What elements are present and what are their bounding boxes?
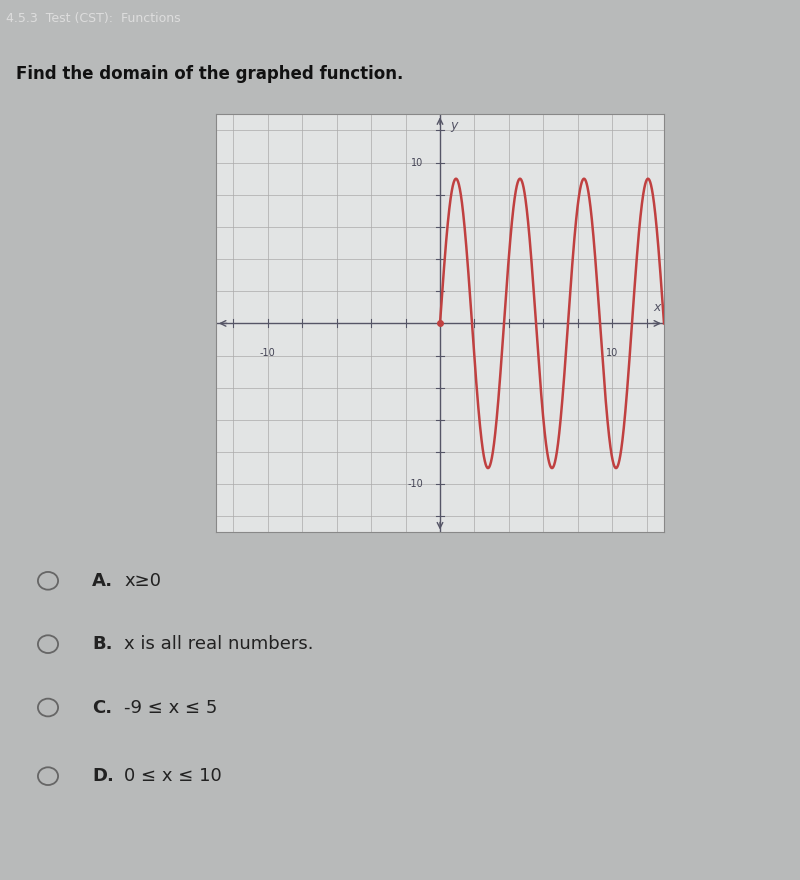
Text: -10: -10 <box>260 348 275 357</box>
Text: 10: 10 <box>410 158 422 167</box>
Text: y: y <box>450 119 458 132</box>
Text: D.: D. <box>92 767 114 785</box>
Text: -9 ≤ x ≤ 5: -9 ≤ x ≤ 5 <box>124 699 218 716</box>
Text: x: x <box>653 301 661 314</box>
Text: x is all real numbers.: x is all real numbers. <box>124 635 314 653</box>
Text: 0 ≤ x ≤ 10: 0 ≤ x ≤ 10 <box>124 767 222 785</box>
Text: -10: -10 <box>407 480 422 489</box>
Text: B.: B. <box>92 635 113 653</box>
Text: C.: C. <box>92 699 112 716</box>
Text: Find the domain of the graphed function.: Find the domain of the graphed function. <box>16 65 403 84</box>
Text: x≥0: x≥0 <box>124 572 161 590</box>
Text: 10: 10 <box>606 348 618 357</box>
Text: A.: A. <box>92 572 113 590</box>
Text: 4.5.3  Test (CST):  Functions: 4.5.3 Test (CST): Functions <box>6 12 181 25</box>
